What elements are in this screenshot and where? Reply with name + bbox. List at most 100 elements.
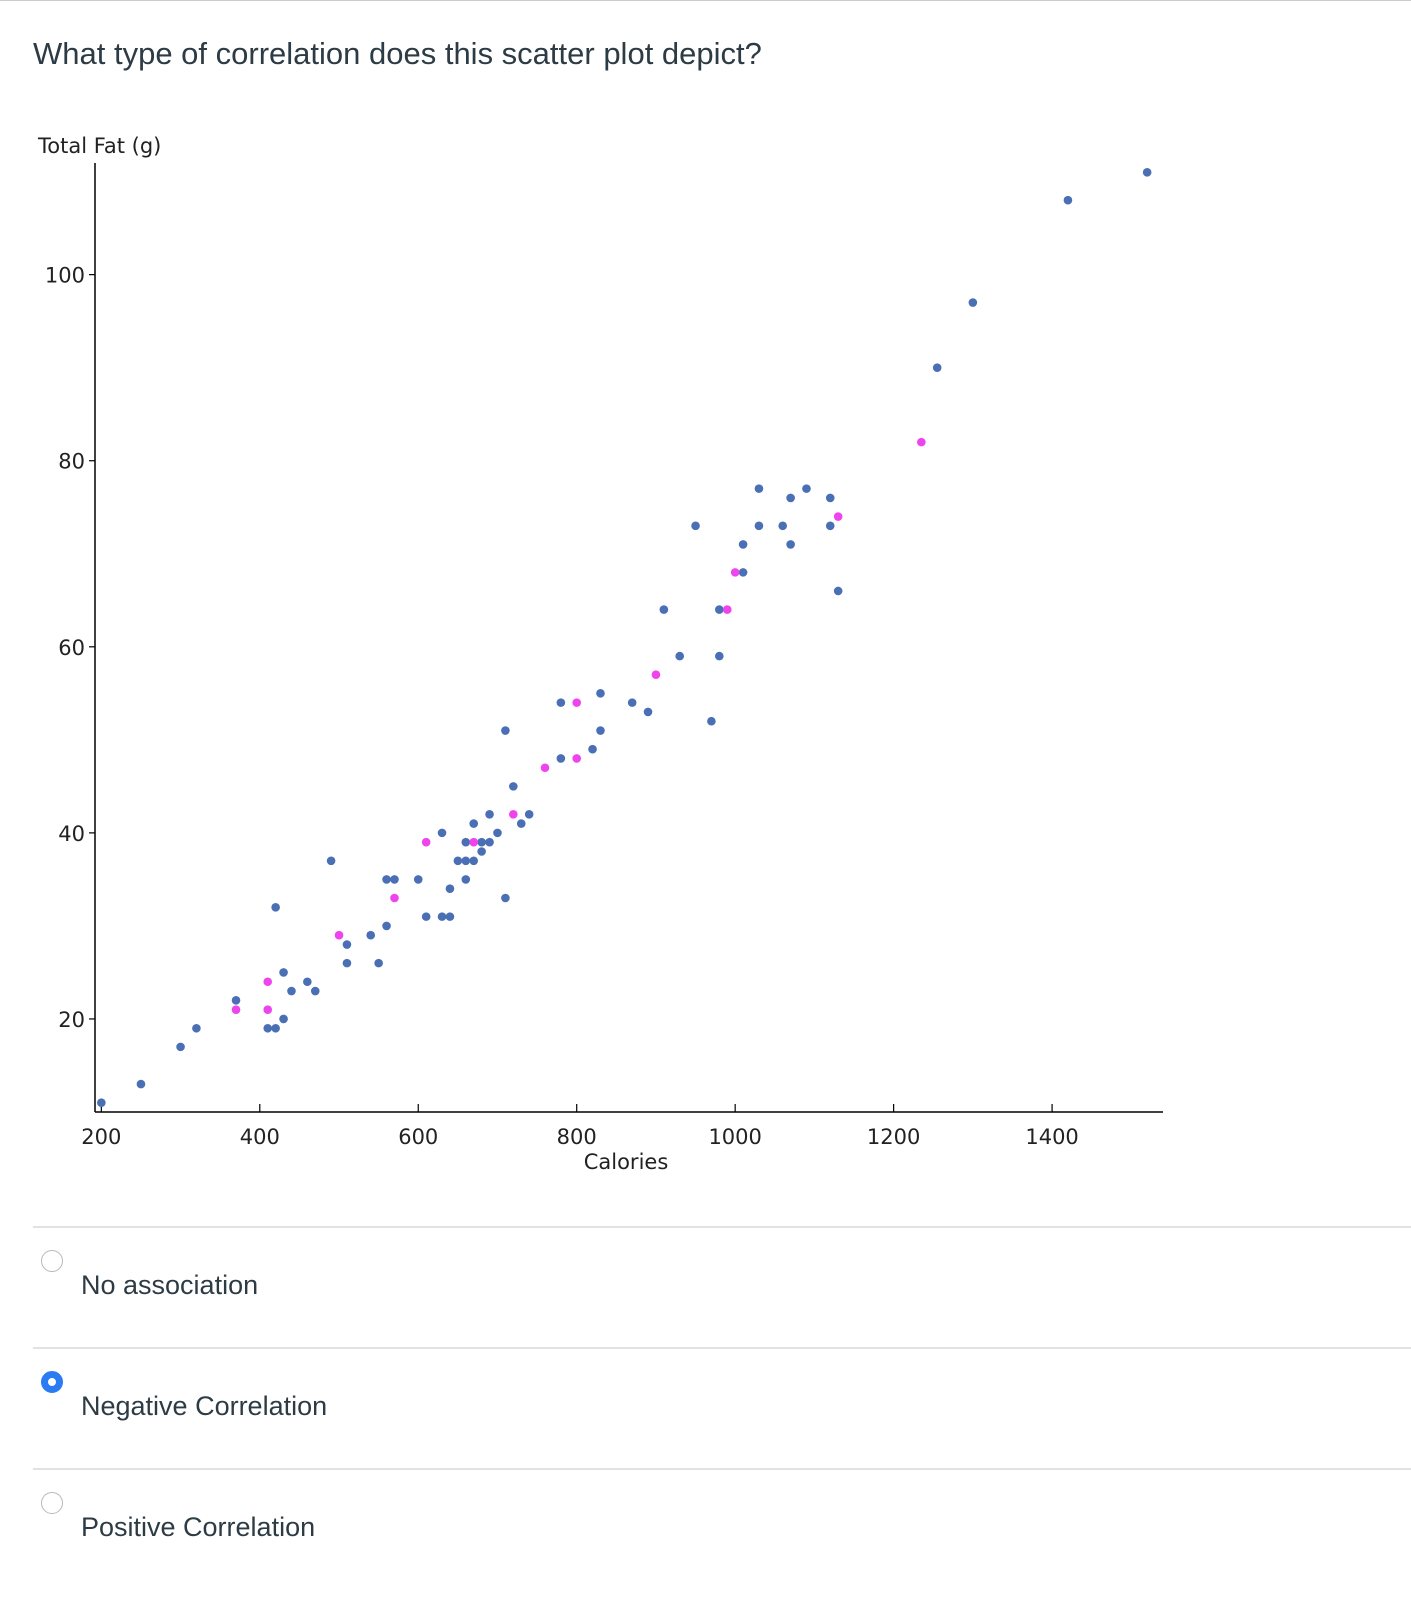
data-point — [374, 958, 383, 968]
y-tick-label: 20 — [58, 1008, 85, 1032]
data-point — [675, 651, 685, 661]
data-point — [524, 809, 534, 819]
answer-label: Positive Correlation — [81, 1512, 316, 1542]
data-point — [287, 986, 296, 996]
data-point — [643, 707, 653, 717]
answer-option[interactable]: Negative Correlation — [33, 1347, 1411, 1468]
data-point — [382, 921, 391, 931]
top-divider — [0, 0, 1411, 1]
scatter-plot: Total Fat (g) 200 400 600 800 1000 1200 140020… — [37, 134, 1163, 1174]
data-point — [303, 977, 312, 987]
x-tick-label: 1400 — [1025, 1125, 1078, 1149]
data-point — [730, 568, 740, 577]
data-point — [97, 1098, 106, 1107]
data-point — [596, 689, 605, 698]
data-point — [516, 819, 526, 828]
x-tick-label: 600 — [398, 1125, 438, 1149]
data-point — [485, 837, 494, 847]
data-point — [493, 828, 502, 838]
data-point — [754, 484, 764, 493]
data-point — [715, 605, 724, 614]
data-point — [445, 912, 455, 921]
data-point — [786, 493, 795, 503]
data-point — [176, 1042, 185, 1052]
data-point — [445, 884, 455, 894]
data-point — [279, 968, 288, 977]
data-point — [231, 996, 241, 1005]
data-point — [390, 875, 399, 884]
data-point — [572, 698, 582, 707]
data-point — [596, 726, 605, 735]
x-tick-label: 1000 — [708, 1125, 761, 1149]
data-point — [738, 540, 748, 549]
radio-button[interactable] — [41, 1250, 63, 1272]
data-point — [509, 809, 518, 819]
data-point — [136, 1079, 146, 1089]
data-point — [691, 521, 700, 531]
data-point — [437, 912, 447, 921]
data-point — [651, 670, 661, 680]
data-point — [1063, 195, 1073, 205]
answer-option[interactable]: No association — [33, 1226, 1411, 1347]
x-axis-label: Calories — [584, 1150, 669, 1174]
question-text: What type of correlation does this scatt… — [33, 36, 762, 71]
data-point — [192, 1023, 201, 1033]
data-point — [263, 977, 273, 987]
data-point — [366, 930, 376, 940]
axes — [89, 163, 1163, 1113]
data-point — [477, 847, 486, 856]
data-point — [833, 586, 843, 596]
data-point — [469, 819, 479, 828]
data-point — [501, 893, 510, 903]
data-point — [786, 540, 795, 549]
data-point — [825, 521, 835, 531]
y-axis-label: Total Fat (g) — [37, 134, 161, 158]
x-tick-label: 1200 — [867, 1125, 920, 1149]
data-point — [754, 521, 764, 531]
y-tick-label: 60 — [58, 636, 85, 660]
data-point — [263, 1023, 273, 1033]
data-point — [469, 837, 479, 847]
data-points — [97, 168, 1152, 1107]
data-point — [556, 754, 566, 763]
data-point — [271, 903, 280, 912]
data-point — [738, 568, 748, 577]
radio-button[interactable] — [41, 1492, 63, 1514]
y-tick-label: 100 — [45, 264, 85, 288]
x-tick-label: 800 — [557, 1125, 597, 1149]
data-point — [917, 437, 926, 447]
y-tick-label: 80 — [58, 450, 85, 474]
data-point — [390, 893, 399, 903]
y-tick-label: 40 — [58, 822, 85, 846]
data-point — [453, 856, 463, 866]
data-point — [540, 763, 550, 773]
tick-labels: 200 400 600 800 1000 1200 1400 20 40 60 80 100 — [45, 264, 1079, 1149]
data-point — [932, 363, 942, 372]
answer-list: No association Negative Correlation Posi… — [33, 1226, 1411, 1589]
data-point — [833, 512, 843, 521]
data-point — [461, 856, 471, 866]
data-point — [659, 605, 669, 614]
answer-option[interactable]: Positive Correlation — [33, 1468, 1411, 1589]
data-point — [342, 958, 352, 968]
data-point — [437, 828, 447, 838]
radio-button[interactable] — [41, 1371, 63, 1393]
data-point — [469, 856, 479, 866]
data-point — [263, 1005, 273, 1014]
answer-label: No association — [81, 1270, 259, 1300]
data-point — [477, 837, 486, 847]
data-point — [461, 875, 471, 884]
data-point — [1142, 168, 1152, 177]
data-point — [382, 875, 391, 884]
data-point — [572, 754, 582, 763]
x-tick-label: 400 — [240, 1125, 280, 1149]
data-point — [421, 912, 431, 921]
data-point — [421, 837, 431, 847]
answer-label: Negative Correlation — [81, 1391, 328, 1421]
data-point — [968, 298, 978, 307]
data-point — [342, 940, 352, 949]
data-point — [485, 809, 494, 819]
data-point — [802, 484, 811, 493]
data-point — [722, 605, 732, 614]
data-point — [501, 726, 510, 735]
